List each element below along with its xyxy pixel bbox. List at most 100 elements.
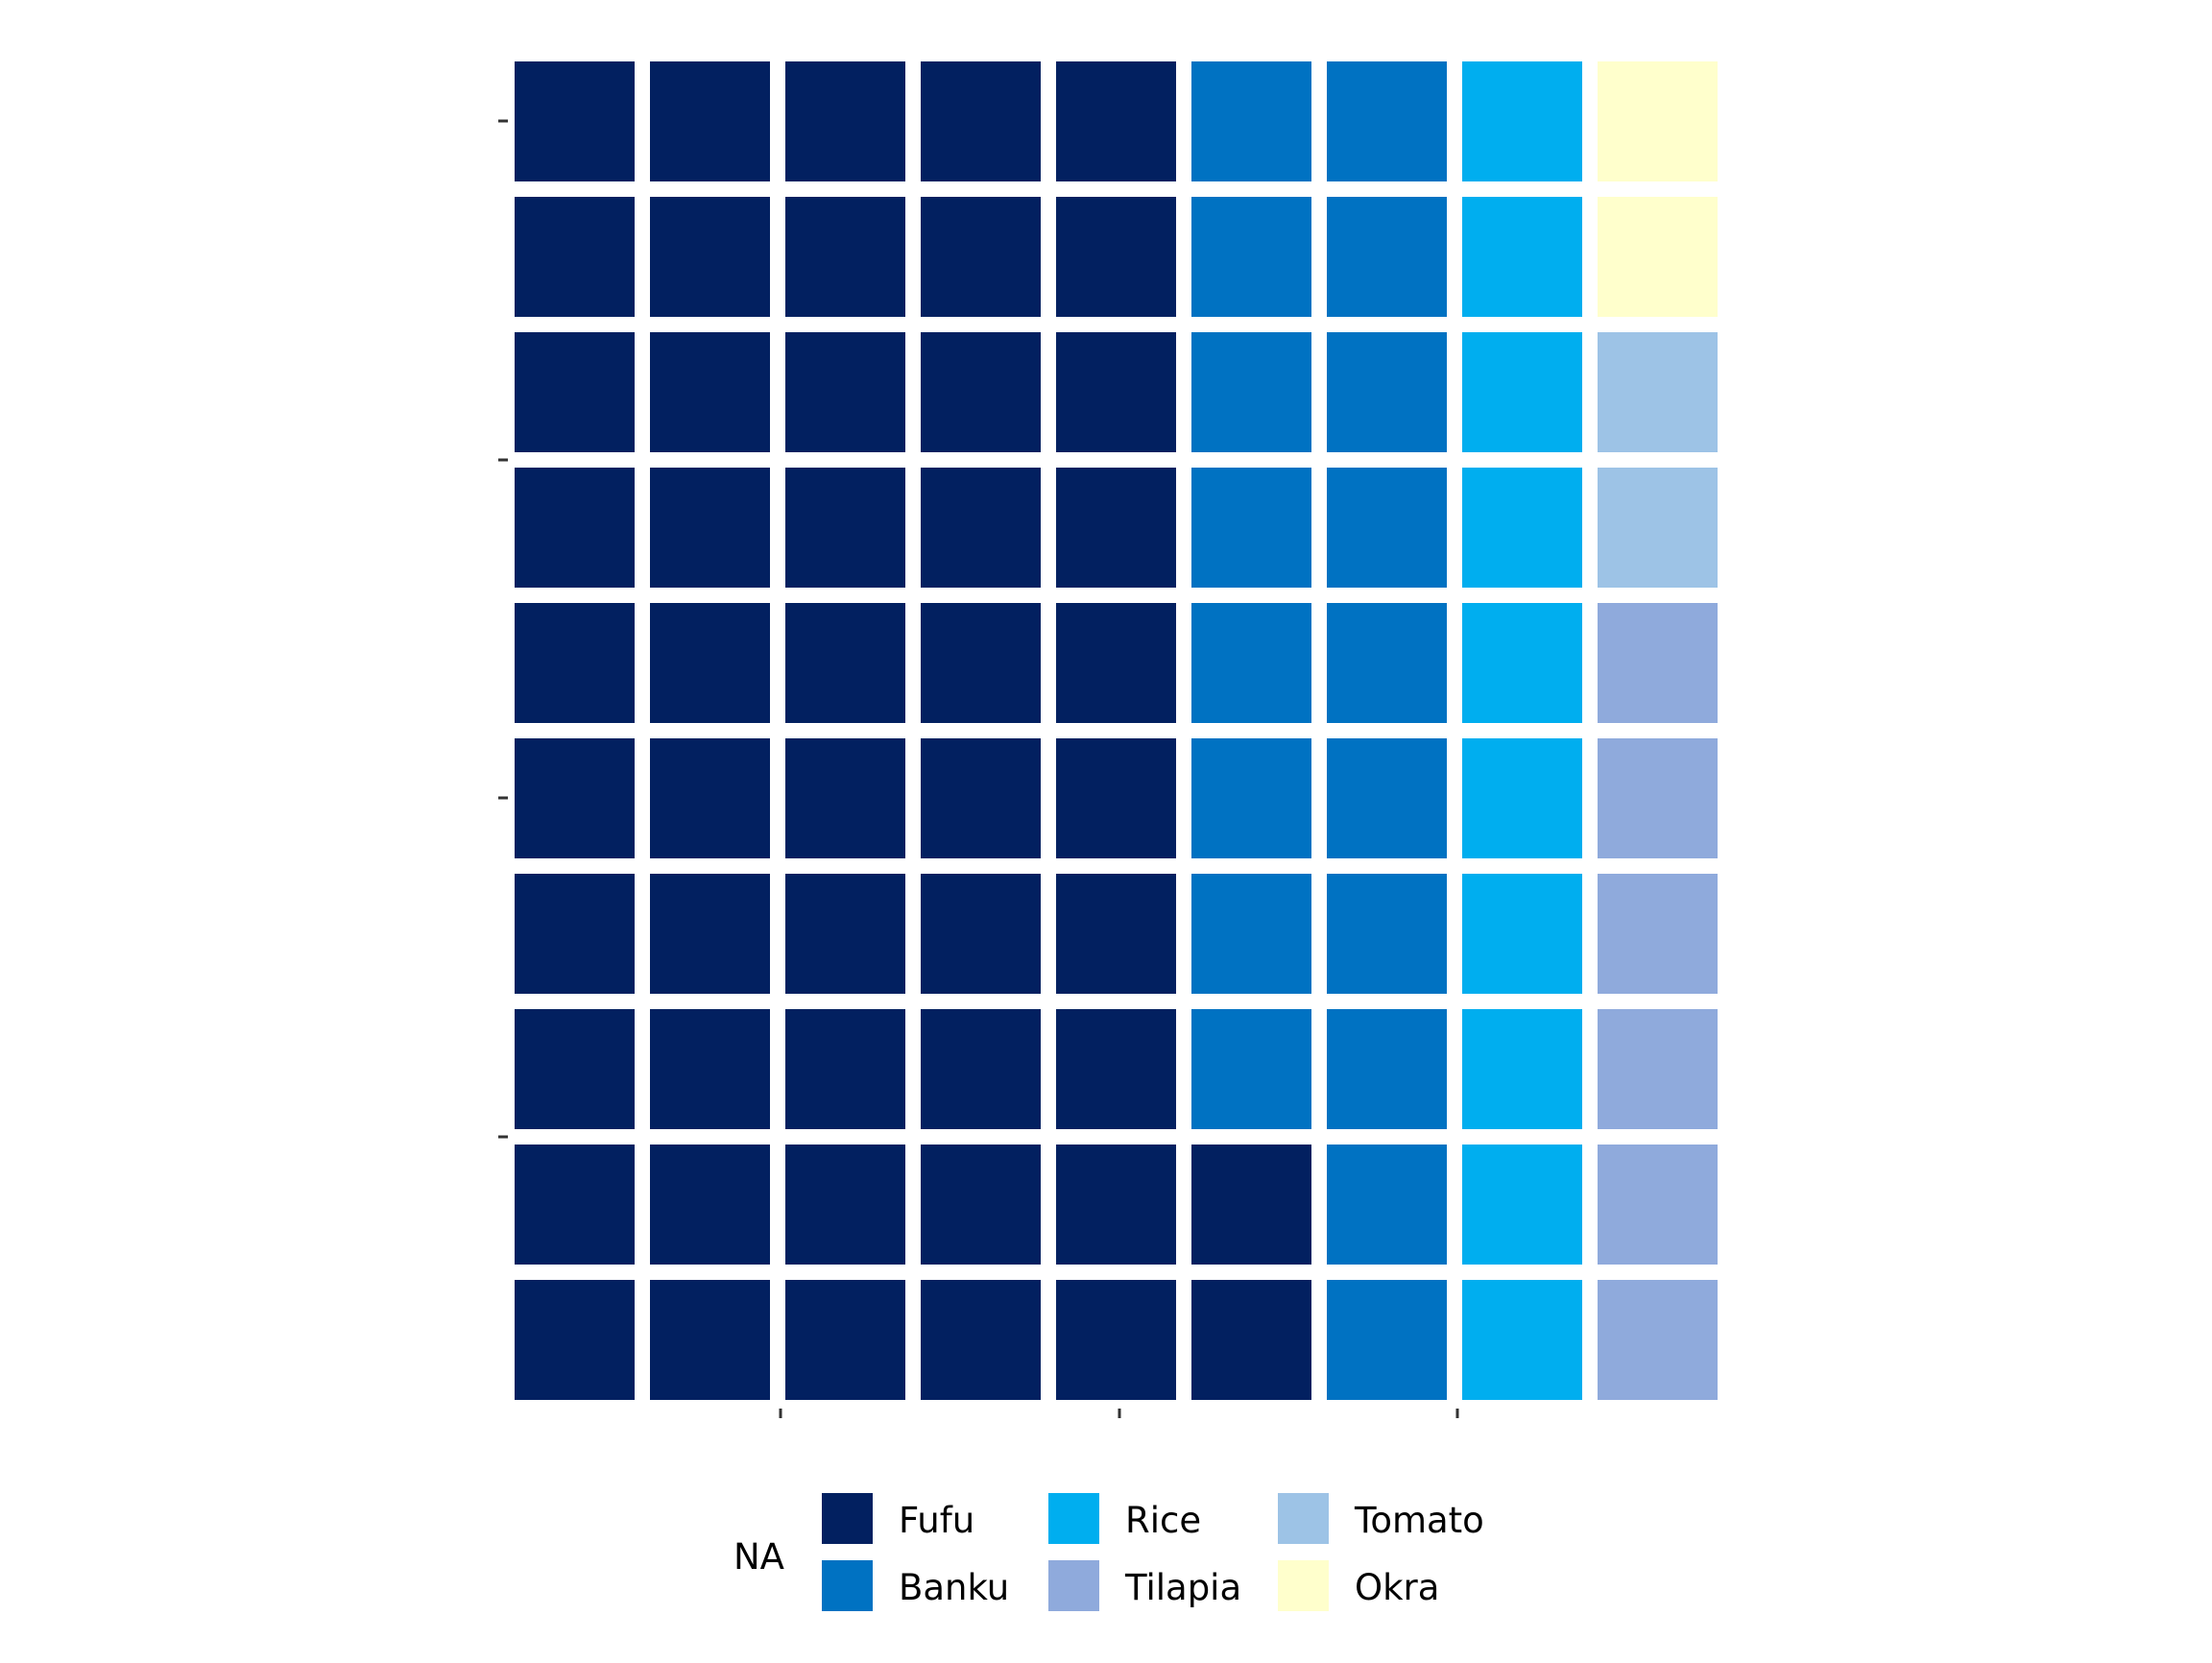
waffle-tile-rice <box>1462 197 1582 317</box>
waffle-tile-banku <box>1327 468 1447 588</box>
waffle-tile-fufu <box>785 197 905 317</box>
waffle-tile-fufu <box>1056 874 1176 994</box>
legend-items: Fufu Banku Rice Tilapia Tomato Okra <box>822 1493 1484 1611</box>
waffle-tile-fufu <box>650 1145 770 1265</box>
waffle-tile-tilapia <box>1598 1145 1718 1265</box>
legend-key-tilapia <box>1048 1560 1099 1611</box>
waffle-tile-tilapia <box>1598 1009 1718 1129</box>
waffle-tile-fufu <box>785 61 905 181</box>
waffle-tile-tilapia <box>1598 1280 1718 1400</box>
waffle-tile-fufu <box>515 468 635 588</box>
waffle-tile-fufu <box>921 1280 1041 1400</box>
waffle-tile-rice <box>1462 874 1582 994</box>
legend-title: NA <box>733 1536 784 1578</box>
waffle-tile-fufu <box>1056 603 1176 723</box>
legend-key-banku <box>822 1560 873 1611</box>
waffle-tile-fufu <box>515 1009 635 1129</box>
waffle-tile-rice <box>1462 61 1582 181</box>
waffle-tile-fufu <box>785 874 905 994</box>
waffle-tile-fufu <box>921 603 1041 723</box>
waffle-tile-fufu <box>1191 1280 1311 1400</box>
waffle-tile-fufu <box>650 468 770 588</box>
waffle-tile-banku <box>1327 1009 1447 1129</box>
legend-key-okra <box>1278 1560 1329 1611</box>
waffle-tile-fufu <box>650 61 770 181</box>
waffle-tile-tilapia <box>1598 738 1718 858</box>
waffle-tile-fufu <box>650 603 770 723</box>
waffle-tile-fufu <box>650 1009 770 1129</box>
waffle-tile-fufu <box>1056 61 1176 181</box>
waffle-tile-fufu <box>785 468 905 588</box>
waffle-tile-banku <box>1191 332 1311 452</box>
waffle-tile-fufu <box>921 197 1041 317</box>
waffle-tile-tilapia <box>1598 603 1718 723</box>
waffle-tile-rice <box>1462 468 1582 588</box>
waffle-tile-fufu <box>785 603 905 723</box>
waffle-tile-fufu <box>785 1009 905 1129</box>
waffle-tile-banku <box>1327 197 1447 317</box>
waffle-tile-fufu <box>921 738 1041 858</box>
waffle-tile-fufu <box>921 468 1041 588</box>
waffle-tile-rice <box>1462 603 1582 723</box>
waffle-tile-rice <box>1462 738 1582 858</box>
waffle-tile-banku <box>1191 197 1311 317</box>
waffle-tiles <box>515 61 1718 1400</box>
waffle-tile-fufu <box>785 1145 905 1265</box>
waffle-tile-fufu <box>921 61 1041 181</box>
waffle-tile-tomato <box>1598 332 1718 452</box>
waffle-tile-banku <box>1327 332 1447 452</box>
waffle-tile-fufu <box>1056 197 1176 317</box>
waffle-tile-fufu <box>515 197 635 317</box>
waffle-tile-fufu <box>1056 738 1176 858</box>
waffle-tile-fufu <box>921 332 1041 452</box>
legend-label-okra: Okra <box>1355 1567 1439 1608</box>
waffle-tile-banku <box>1191 738 1311 858</box>
waffle-tile-fufu <box>650 738 770 858</box>
legend: NA Fufu Banku Rice Tilapia Tomato Okra <box>733 1493 1484 1611</box>
waffle-tile-tilapia <box>1598 874 1718 994</box>
waffle-tile-banku <box>1327 1145 1447 1265</box>
legend-label-tomato: Tomato <box>1354 1500 1484 1541</box>
waffle-tile-banku <box>1191 874 1311 994</box>
legend-label-tilapia: Tilapia <box>1124 1567 1241 1608</box>
waffle-tile-fufu <box>1056 332 1176 452</box>
waffle-tile-fufu <box>921 874 1041 994</box>
waffle-tile-okra <box>1598 197 1718 317</box>
waffle-tile-banku <box>1327 1280 1447 1400</box>
waffle-tile-fufu <box>650 332 770 452</box>
waffle-tile-rice <box>1462 1280 1582 1400</box>
waffle-tile-fufu <box>650 197 770 317</box>
legend-key-rice <box>1048 1493 1099 1544</box>
waffle-tile-banku <box>1327 61 1447 181</box>
waffle-tile-banku <box>1327 603 1447 723</box>
waffle-tile-rice <box>1462 1009 1582 1129</box>
waffle-tile-fufu <box>921 1145 1041 1265</box>
waffle-tile-banku <box>1191 468 1311 588</box>
waffle-tile-fufu <box>515 738 635 858</box>
legend-key-tomato <box>1278 1493 1329 1544</box>
legend-label-rice: Rice <box>1125 1500 1201 1541</box>
waffle-tile-rice <box>1462 332 1582 452</box>
waffle-tile-fufu <box>650 1280 770 1400</box>
waffle-tile-rice <box>1462 1145 1582 1265</box>
waffle-tile-fufu <box>1056 1145 1176 1265</box>
axis-ticks <box>498 119 1459 1418</box>
waffle-tile-fufu <box>1056 1280 1176 1400</box>
waffle-tile-okra <box>1598 61 1718 181</box>
waffle-tile-fufu <box>1056 1009 1176 1129</box>
waffle-tile-fufu <box>785 738 905 858</box>
waffle-tile-fufu <box>515 61 635 181</box>
waffle-tile-banku <box>1191 603 1311 723</box>
waffle-tile-fufu <box>785 332 905 452</box>
waffle-tile-banku <box>1327 874 1447 994</box>
waffle-tile-fufu <box>515 603 635 723</box>
legend-key-fufu <box>822 1493 873 1544</box>
waffle-tile-banku <box>1191 61 1311 181</box>
waffle-tile-fufu <box>650 874 770 994</box>
waffle-tile-fufu <box>515 1145 635 1265</box>
waffle-tile-fufu <box>785 1280 905 1400</box>
waffle-tile-fufu <box>1056 468 1176 588</box>
waffle-tile-fufu <box>515 874 635 994</box>
